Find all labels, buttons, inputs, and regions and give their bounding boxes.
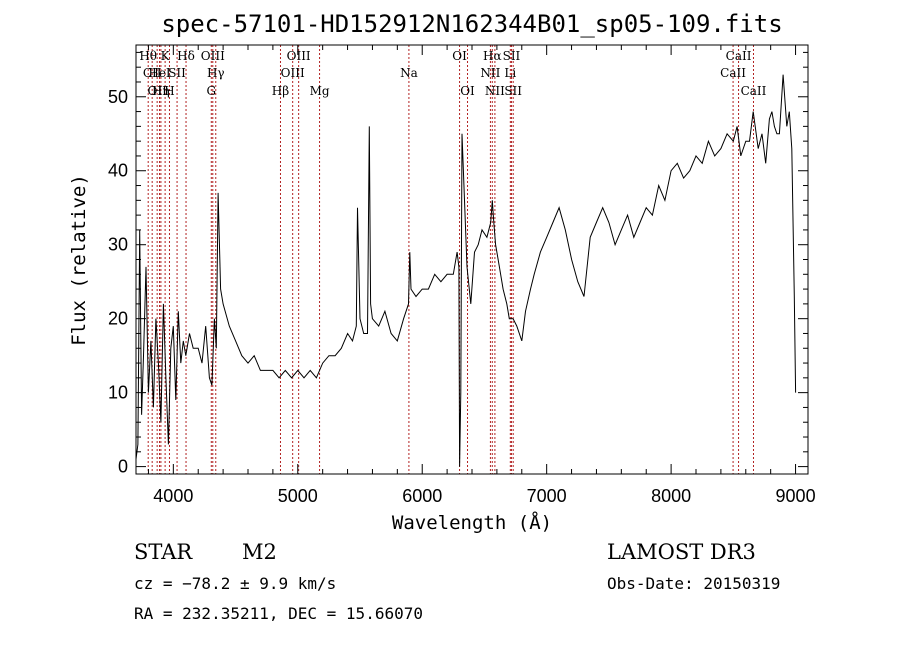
line-label: Hβ: [272, 84, 289, 98]
line-label: OIII: [281, 66, 305, 80]
y-tick-label: 0: [118, 457, 128, 477]
line-label: NII: [480, 66, 500, 80]
x-tick-label: 6000: [402, 486, 442, 506]
series-spectrum-line: [135, 74, 797, 467]
line-label: OI: [452, 49, 467, 63]
plot-frame: [135, 44, 809, 475]
object-subclass: M2: [242, 540, 277, 564]
y-tick-label: 50: [108, 87, 128, 107]
line-labels: Hθ CII OII HeI Hη K H SII Hδ OIII Hγ G Hβ OIII OIII Mg N…: [139, 49, 766, 98]
y-axis-ticks: 0 10 20 30 40 50: [108, 51, 808, 477]
x-tick-label: 5000: [278, 486, 318, 506]
line-label: Hγ: [207, 66, 225, 80]
line-markers: [147, 45, 754, 474]
x-axis-ticks: 4000 5000 6000 7000 8000 9000: [147, 45, 816, 506]
y-tick-label: 40: [108, 161, 128, 181]
x-tick-label: 8000: [651, 486, 691, 506]
line-label: Hα: [483, 49, 502, 63]
line-label: H: [164, 84, 174, 98]
line-label: K: [161, 49, 171, 63]
x-tick-label: 9000: [776, 486, 816, 506]
line-label: HeI: [148, 66, 171, 80]
line-label: OII: [147, 84, 167, 98]
line-label: NII: [485, 84, 505, 98]
redshift-cz: cz = −78.2 ± 9.9 km/s: [134, 574, 337, 593]
coordinates: RA = 232.35211, DEC = 15.66070: [134, 604, 423, 623]
line-label: Mg: [310, 84, 330, 98]
line-label: OIII: [287, 49, 311, 63]
line-label: SII: [168, 66, 186, 80]
spectrum-chart: spec-57101-HD152912N162344B01_sp05-109.f…: [68, 10, 816, 534]
y-tick-label: 20: [108, 309, 128, 329]
line-label: SII: [503, 49, 521, 63]
line-label: CaII: [741, 84, 767, 98]
line-label: G: [206, 84, 216, 98]
line-label: Hη: [152, 84, 170, 98]
chart-title: spec-57101-HD152912N162344B01_sp05-109.f…: [161, 10, 782, 38]
line-label: CaII: [720, 66, 746, 80]
line-label: SII: [504, 84, 522, 98]
line-label: Li: [504, 66, 516, 80]
object-class: STAR: [134, 540, 193, 564]
y-tick-label: 10: [108, 383, 128, 403]
line-label: CaII: [726, 49, 752, 63]
x-axis-label: Wavelength (Å): [392, 511, 552, 534]
line-label: OI: [460, 84, 475, 98]
x-tick-label: 4000: [153, 486, 193, 506]
line-label: OIII: [201, 49, 225, 63]
line-label: Hδ: [177, 49, 195, 63]
line-label: Na: [400, 66, 418, 80]
x-tick-label: 7000: [527, 486, 567, 506]
y-axis-label: Flux (relative): [68, 174, 90, 346]
line-label: CII: [143, 66, 162, 80]
survey-name: LAMOST DR3: [607, 540, 756, 564]
observation-date: Obs-Date: 20150319: [607, 574, 781, 593]
y-tick-label: 30: [108, 235, 128, 255]
line-label: Hθ: [139, 49, 157, 63]
